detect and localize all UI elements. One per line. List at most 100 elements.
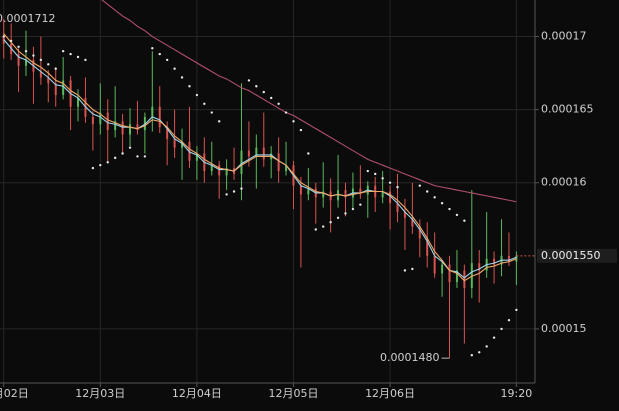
sar-dot <box>203 102 206 105</box>
sar-dot <box>158 52 161 56</box>
sar-dot <box>426 190 429 193</box>
candle-body <box>166 127 169 139</box>
candle-body <box>322 191 325 198</box>
sar-dot <box>76 55 80 59</box>
candle-body <box>470 263 473 288</box>
candle-body <box>448 264 451 283</box>
price-label: 0.0001550 <box>541 249 601 262</box>
candle-body <box>39 71 42 78</box>
candle-body <box>403 211 406 218</box>
sar-dot <box>54 67 57 70</box>
candle-body <box>47 77 50 84</box>
candle-body <box>247 150 250 157</box>
candle-body <box>441 264 444 274</box>
low-label: 0.0001480 <box>380 351 440 364</box>
sar-dot <box>247 79 251 82</box>
candle-body <box>359 188 362 195</box>
sar-dot <box>188 85 191 88</box>
candle-body <box>158 106 161 128</box>
sar-dot <box>2 35 5 38</box>
ma-line <box>3 33 517 282</box>
candle-body <box>25 59 28 66</box>
sar-dot <box>113 156 117 160</box>
candle-body <box>507 255 510 262</box>
candle-body <box>121 121 124 135</box>
sar-dot <box>411 267 414 271</box>
candle-body <box>396 203 399 212</box>
sar-dot <box>165 58 169 62</box>
sar-dot <box>478 351 481 354</box>
sar-dot <box>232 190 236 193</box>
sar-dot <box>128 146 132 149</box>
candle-body <box>478 263 481 271</box>
sar-dot <box>99 163 102 167</box>
candle-body <box>195 153 198 161</box>
sar-dot <box>329 220 332 224</box>
candle-body <box>285 165 288 172</box>
x-tick-label: 12月04日 <box>172 387 222 400</box>
sar-dot <box>455 213 459 217</box>
sar-dot <box>91 166 95 170</box>
candle-body <box>17 54 20 66</box>
sar-dot <box>173 67 176 70</box>
sar-dot <box>277 102 280 105</box>
candle-body <box>262 147 265 160</box>
sar-dot <box>180 76 184 79</box>
sar-dot <box>292 120 295 123</box>
sar-dot <box>210 111 213 114</box>
candle-body <box>277 153 280 172</box>
candle-body <box>173 138 176 148</box>
sar-dot <box>381 177 384 180</box>
candle-body <box>418 226 421 239</box>
price-label-box <box>537 248 617 263</box>
sar-dot <box>61 49 65 53</box>
plot-area <box>2 0 518 359</box>
ma-line <box>3 39 517 279</box>
x-tick-label: 12月05日 <box>268 387 318 400</box>
sar-dot <box>366 169 369 173</box>
sar-dot <box>24 49 28 53</box>
sar-dot <box>121 152 124 155</box>
sar-dot <box>507 318 511 322</box>
sar-dot <box>307 152 310 155</box>
y-tick-label: 0.00015 <box>541 322 587 335</box>
candle-body <box>344 190 347 198</box>
ma-line <box>101 0 517 203</box>
sar-dot <box>388 181 392 184</box>
sar-dot <box>374 172 377 176</box>
candle-body <box>515 255 518 262</box>
candle-body <box>54 83 57 96</box>
sar-dot <box>322 225 325 228</box>
candle-body <box>114 121 117 131</box>
sar-dot <box>492 336 496 339</box>
candle-body <box>129 124 132 135</box>
sar-dot <box>448 207 451 211</box>
candle-body <box>77 97 80 107</box>
axes: 0.00015 0.00016 0.000165 0.00017 12月02日 12月03… <box>0 0 617 400</box>
candle-body <box>463 270 466 288</box>
candle-body <box>433 255 436 274</box>
sar-dot <box>440 201 444 205</box>
sar-dot <box>500 327 503 331</box>
sar-dot <box>69 52 72 56</box>
sar-dot <box>9 39 13 43</box>
candle-body <box>337 190 340 201</box>
sar-dot <box>314 228 317 231</box>
sar-dot <box>403 269 407 272</box>
sar-dot <box>351 207 355 211</box>
x-tick-label: 12月02日 <box>0 387 29 400</box>
candle-body <box>225 168 228 176</box>
sar-dot <box>47 63 50 66</box>
candle-body <box>240 150 243 174</box>
candle-body <box>255 147 258 157</box>
sar-dot <box>151 47 154 50</box>
candle-body <box>151 106 154 117</box>
sar-dot <box>463 219 466 222</box>
y-tick-label: 0.00017 <box>541 30 587 43</box>
candle-body <box>493 258 496 265</box>
candle-body <box>426 238 429 256</box>
sar-dot <box>17 45 20 48</box>
sar-dot <box>195 93 199 97</box>
candle-body <box>455 270 458 283</box>
